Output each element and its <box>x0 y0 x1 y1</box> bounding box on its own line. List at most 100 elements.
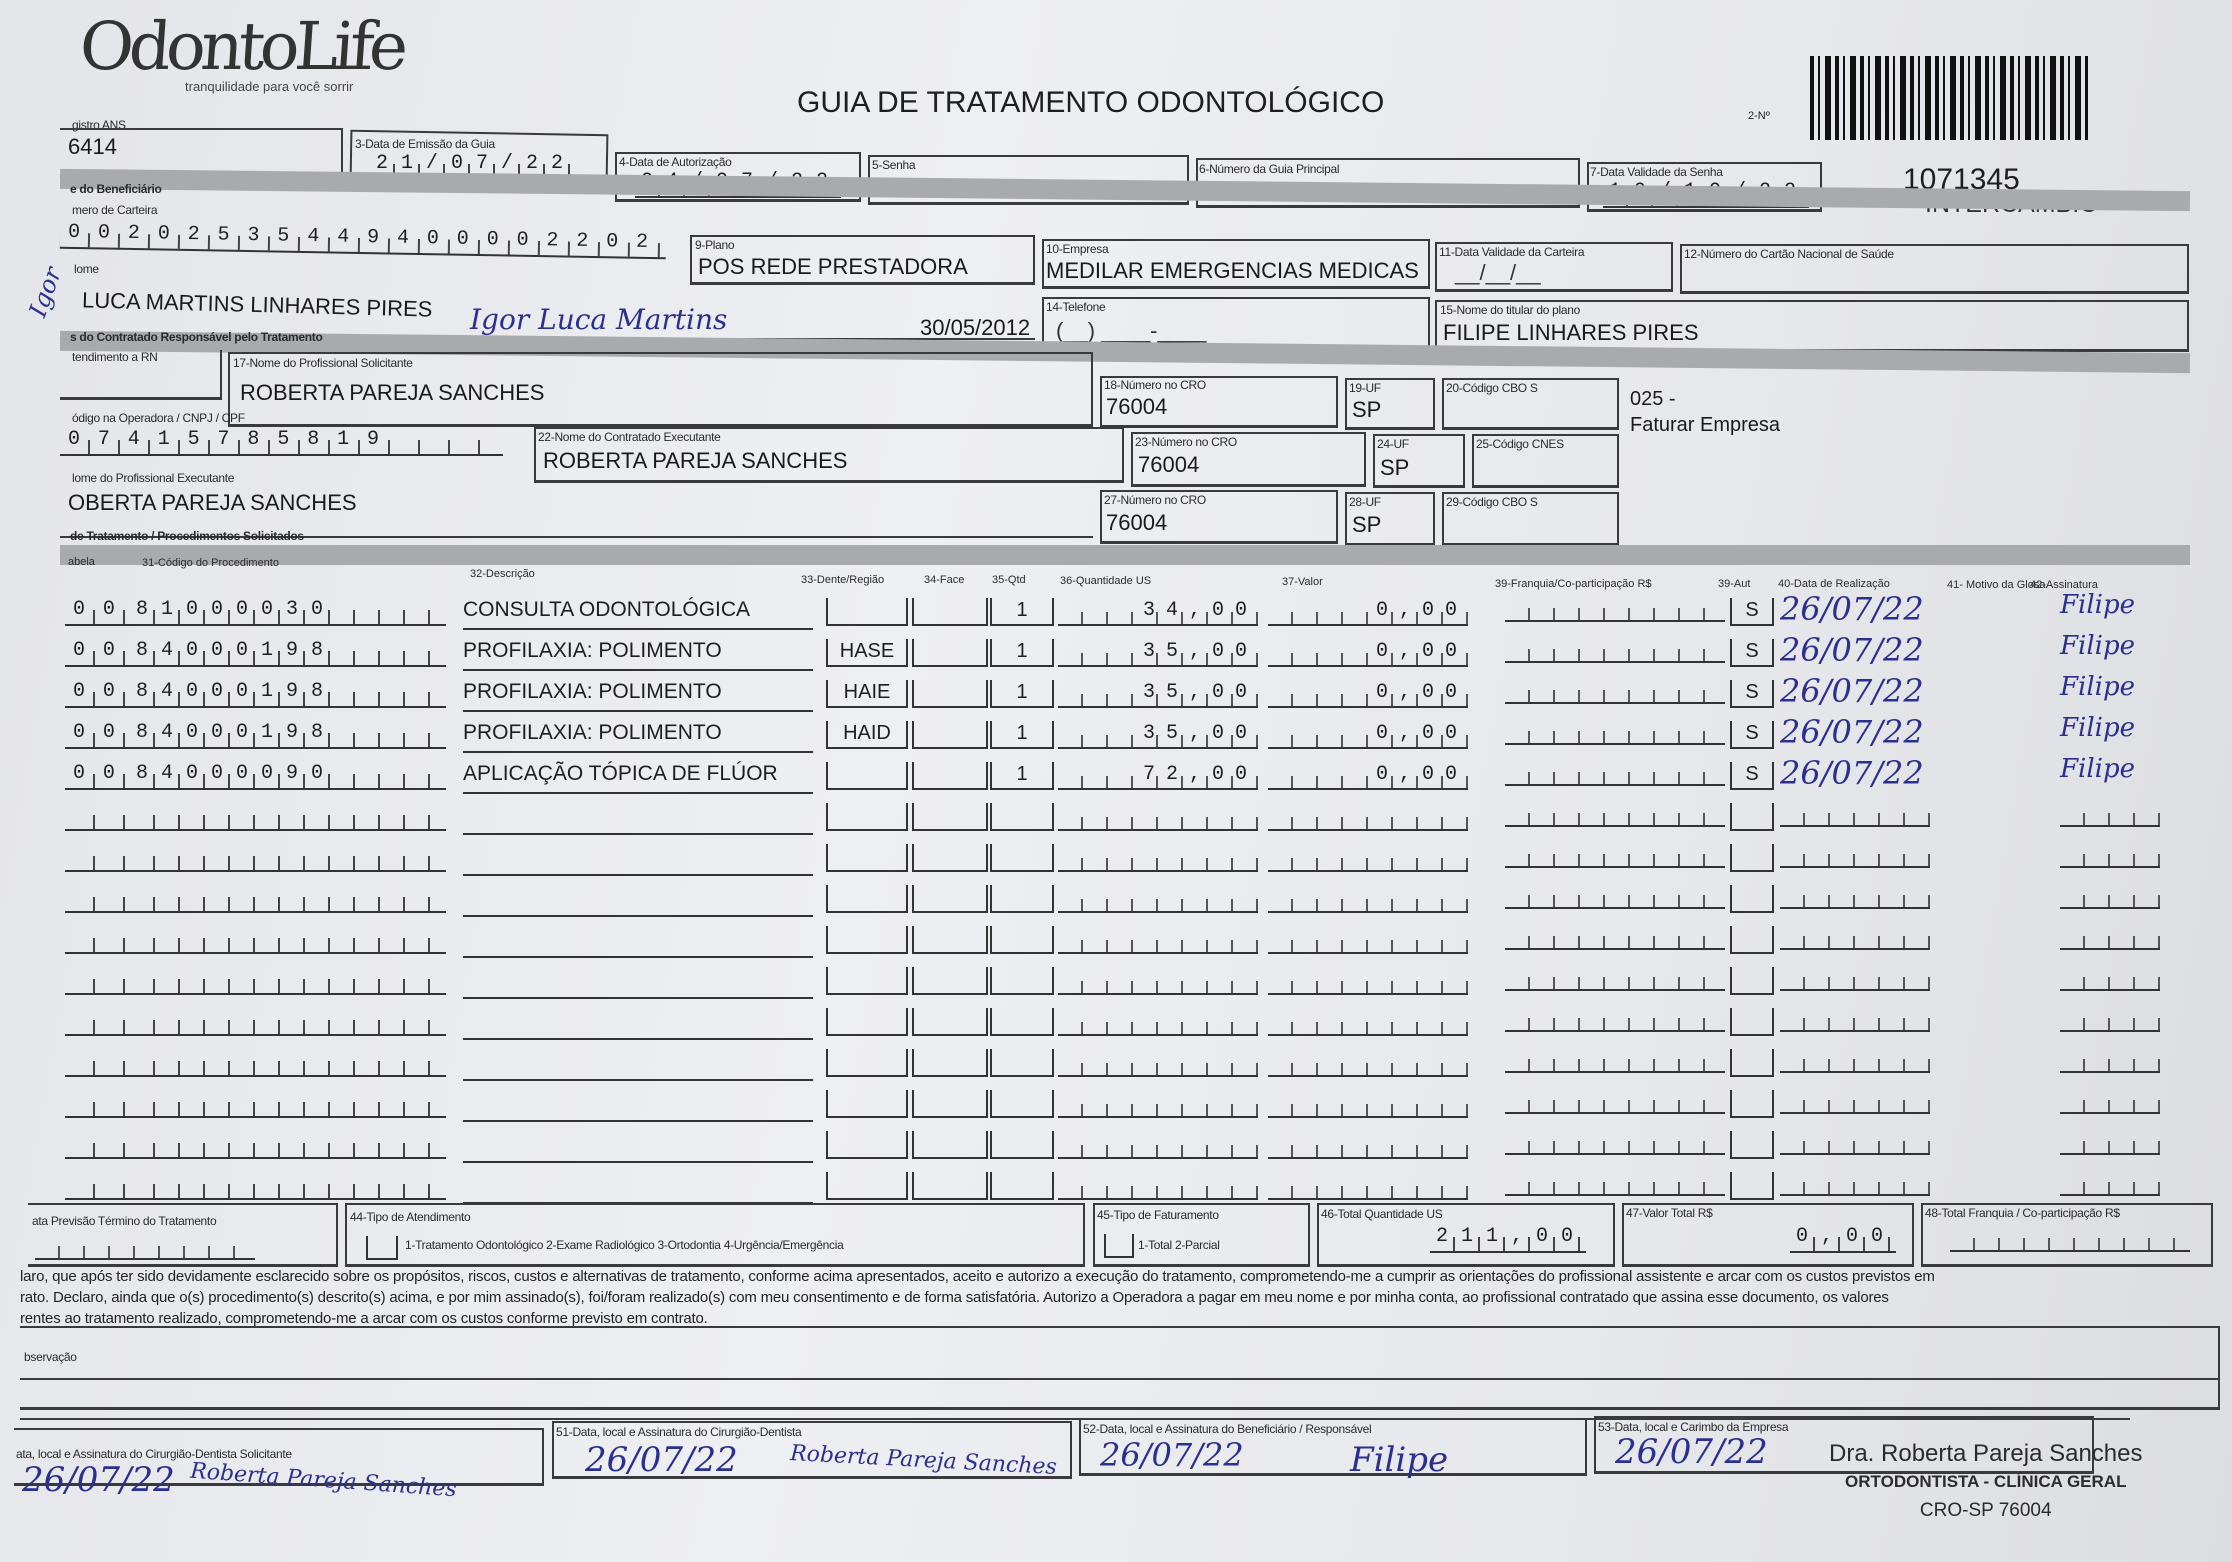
cell-codigo[interactable] <box>130 1008 446 1036</box>
cell-codigo[interactable] <box>130 926 446 954</box>
cell-franquia[interactable] <box>1505 1131 1725 1155</box>
cell-qtd-us[interactable] <box>1058 1049 1258 1077</box>
cell-qtd-us[interactable] <box>1058 844 1258 872</box>
cell-aut[interactable] <box>1730 844 1774 872</box>
forecast-date-input[interactable] <box>35 1236 255 1260</box>
cell-franquia[interactable] <box>1505 967 1725 991</box>
cell-franquia[interactable] <box>1505 1008 1725 1032</box>
cell-tabela[interactable] <box>65 926 133 954</box>
cell-assinatura[interactable] <box>2060 1090 2160 1114</box>
cell-data[interactable] <box>1780 1090 1930 1114</box>
cell-tabela[interactable] <box>65 1131 133 1159</box>
cell-codigo[interactable] <box>130 1172 446 1200</box>
cell-aut[interactable] <box>1730 885 1774 913</box>
cell-codigo[interactable] <box>130 803 446 831</box>
cell-data[interactable] <box>1780 885 1930 909</box>
cell-dente[interactable] <box>826 1008 908 1036</box>
billing-type-checkbox[interactable] <box>1104 1234 1134 1258</box>
cell-qtd[interactable] <box>990 1172 1054 1200</box>
cell-aut[interactable] <box>1730 1131 1774 1159</box>
cell-aut[interactable] <box>1730 967 1774 995</box>
cell-codigo[interactable] <box>130 1131 446 1159</box>
cell-dente[interactable] <box>826 1172 908 1200</box>
cell-descricao[interactable] <box>463 803 813 835</box>
cell-aut[interactable] <box>1730 1172 1774 1200</box>
cell-descricao[interactable] <box>463 885 813 917</box>
cell-aut[interactable] <box>1730 1008 1774 1036</box>
cell-data[interactable] <box>1780 1131 1930 1155</box>
cell-dente[interactable] <box>826 926 908 954</box>
cell-aut[interactable] <box>1730 1049 1774 1077</box>
cell-assinatura[interactable] <box>2060 1008 2160 1032</box>
cell-dente[interactable] <box>826 967 908 995</box>
cell-codigo[interactable] <box>130 1049 446 1077</box>
cell-descricao[interactable] <box>463 1008 813 1040</box>
cell-qtd-us[interactable] <box>1058 1008 1258 1036</box>
cell-face[interactable] <box>912 1008 988 1036</box>
cell-qtd[interactable] <box>990 1049 1054 1077</box>
service-type-checkbox[interactable] <box>366 1236 398 1260</box>
cell-qtd[interactable] <box>990 1090 1054 1118</box>
cell-data[interactable] <box>1780 844 1930 868</box>
cell-face[interactable] <box>912 844 988 872</box>
cell-qtd[interactable] <box>990 803 1054 831</box>
cell-codigo[interactable] <box>130 967 446 995</box>
cell-franquia[interactable] <box>1505 1090 1725 1114</box>
cell-data[interactable] <box>1780 926 1930 950</box>
cell-tabela[interactable] <box>65 1090 133 1118</box>
cell-tabela[interactable] <box>65 1049 133 1077</box>
cell-assinatura[interactable] <box>2060 803 2160 827</box>
cell-dente[interactable] <box>826 885 908 913</box>
cell-valor[interactable] <box>1268 1131 1468 1159</box>
cell-qtd-us[interactable] <box>1058 1172 1258 1200</box>
cell-tabela[interactable] <box>65 1172 133 1200</box>
cell-qtd-us[interactable] <box>1058 1090 1258 1118</box>
cell-descricao[interactable] <box>463 926 813 958</box>
cell-franquia[interactable] <box>1505 926 1725 950</box>
cell-face[interactable] <box>912 885 988 913</box>
cell-valor[interactable] <box>1268 1008 1468 1036</box>
cell-franquia[interactable] <box>1505 844 1725 868</box>
cell-tabela[interactable] <box>65 967 133 995</box>
cell-codigo[interactable] <box>130 885 446 913</box>
cell-dente[interactable] <box>826 1090 908 1118</box>
cell-aut[interactable] <box>1730 1090 1774 1118</box>
cell-assinatura[interactable] <box>2060 1131 2160 1155</box>
cell-codigo[interactable] <box>130 844 446 872</box>
cell-assinatura[interactable] <box>2060 1172 2160 1196</box>
cell-assinatura[interactable] <box>2060 844 2160 868</box>
cell-assinatura[interactable] <box>2060 967 2160 991</box>
cell-face[interactable] <box>912 1131 988 1159</box>
cell-franquia[interactable] <box>1505 885 1725 909</box>
cell-face[interactable] <box>912 1090 988 1118</box>
cell-qtd[interactable] <box>990 844 1054 872</box>
cell-face[interactable] <box>912 1049 988 1077</box>
cell-data[interactable] <box>1780 803 1930 827</box>
cell-descricao[interactable] <box>463 1172 813 1204</box>
cell-tabela[interactable] <box>65 885 133 913</box>
cell-aut[interactable] <box>1730 803 1774 831</box>
cell-data[interactable] <box>1780 1172 1930 1196</box>
cell-valor[interactable] <box>1268 885 1468 913</box>
cell-franquia[interactable] <box>1505 803 1725 827</box>
cell-qtd-us[interactable] <box>1058 967 1258 995</box>
cell-valor[interactable] <box>1268 844 1468 872</box>
cell-assinatura[interactable] <box>2060 1049 2160 1073</box>
cell-dente[interactable] <box>826 803 908 831</box>
cell-qtd-us[interactable] <box>1058 1131 1258 1159</box>
cell-assinatura[interactable] <box>2060 926 2160 950</box>
cell-valor[interactable] <box>1268 1172 1468 1200</box>
cell-valor[interactable] <box>1268 1049 1468 1077</box>
cell-qtd[interactable] <box>990 967 1054 995</box>
cell-tabela[interactable] <box>65 1008 133 1036</box>
cell-dente[interactable] <box>826 1131 908 1159</box>
cell-qtd-us[interactable] <box>1058 926 1258 954</box>
cell-descricao[interactable] <box>463 844 813 876</box>
cell-valor[interactable] <box>1268 967 1468 995</box>
cell-face[interactable] <box>912 1172 988 1200</box>
cell-franquia[interactable] <box>1505 1172 1725 1196</box>
cell-valor[interactable] <box>1268 803 1468 831</box>
cell-tabela[interactable] <box>65 803 133 831</box>
cell-qtd-us[interactable] <box>1058 885 1258 913</box>
cell-descricao[interactable] <box>463 1049 813 1081</box>
